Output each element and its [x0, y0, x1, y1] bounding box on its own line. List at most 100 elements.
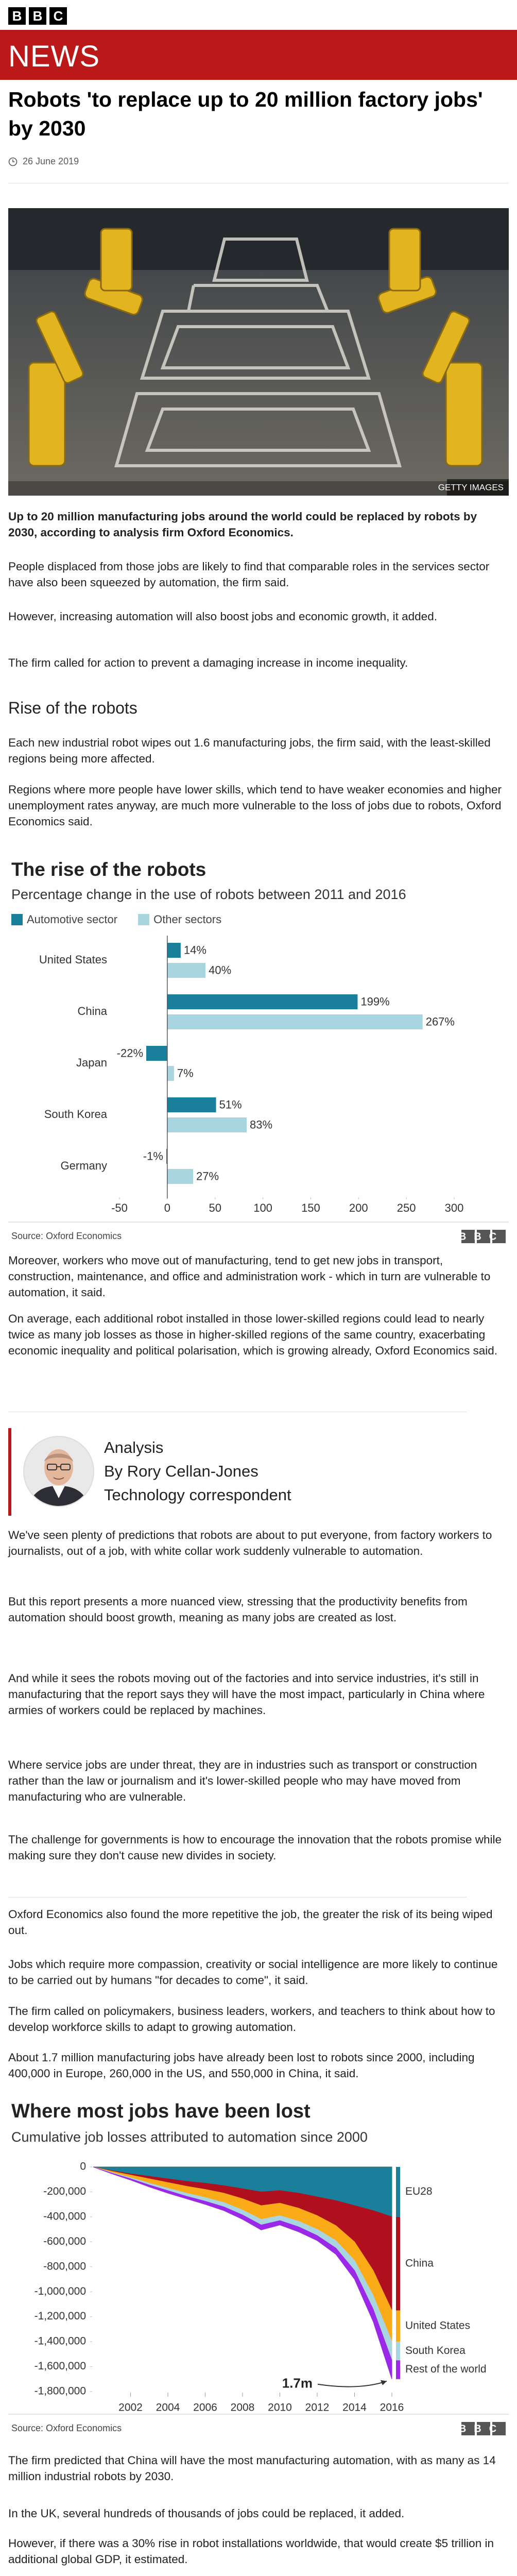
- y-tick-label: -200,000: [43, 2185, 86, 2197]
- x-tick-label: 2004: [156, 2402, 180, 2414]
- hero-image: GETTY IMAGES: [8, 208, 509, 496]
- value-label: 51%: [219, 1098, 242, 1111]
- y-tick-label: -800,000: [43, 2260, 86, 2272]
- annotation: 1.7m: [282, 2376, 313, 2391]
- analysis-paragraph: And while it sees the robots moving out …: [8, 1672, 485, 1717]
- paragraph: Regions where more people have lower ski…: [8, 783, 502, 828]
- x-tick-label: 100: [253, 1201, 272, 1214]
- bar: [167, 1014, 423, 1029]
- chart-source: Source: Oxford Economics: [11, 1231, 122, 1241]
- x-tick-label: 2014: [342, 2402, 367, 2414]
- analysis-box: Analysis By Rory Cellan-Jones Technology…: [8, 1428, 317, 1516]
- analysis-role: Technology correspondent: [104, 1486, 291, 1504]
- end-label: EU28: [405, 2185, 433, 2197]
- y-tick-label: -600,000: [43, 2235, 86, 2247]
- x-tick-label: 2002: [118, 2402, 143, 2414]
- chart-title: The rise of the robots: [11, 859, 206, 880]
- end-label: China: [405, 2257, 434, 2269]
- x-tick-label: 2012: [305, 2402, 330, 2414]
- x-tick-label: 300: [445, 1201, 464, 1214]
- y-tick-label: -1,000,000: [35, 2285, 86, 2297]
- logo-letter: B: [8, 7, 26, 25]
- section-name[interactable]: NEWS: [8, 40, 100, 73]
- end-label: Rest of the world: [405, 2363, 487, 2375]
- value-label: -1%: [143, 1149, 163, 1162]
- annotation-arrow: [317, 2380, 387, 2387]
- paragraph: People displaced from those jobs are lik…: [8, 560, 490, 589]
- logo-block: [492, 1230, 506, 1243]
- analysis-paragraph: Where service jobs are under threat, the…: [8, 1758, 477, 1803]
- paragraph: Moreover, workers who move out of manufa…: [8, 1254, 491, 1299]
- analysis-paragraph: We've seen plenty of predictions that ro…: [8, 1529, 492, 1557]
- subheading: Rise of the robots: [8, 699, 137, 717]
- category-label: China: [78, 1005, 108, 1018]
- logo-block: [492, 2422, 506, 2435]
- bar: [167, 1169, 193, 1184]
- end-label-bar: [396, 2360, 400, 2379]
- headline: Robots 'to replace up to 20 million fact…: [8, 88, 483, 140]
- bar: [167, 1097, 216, 1112]
- chart-source: Source: Oxford Economics: [11, 2423, 122, 2433]
- lead-paragraph: Up to 20 million manufacturing jobs arou…: [8, 510, 477, 539]
- author-photo: [23, 1436, 94, 1507]
- bar: [167, 994, 358, 1009]
- clock-icon: [8, 157, 18, 166]
- end-label-bar: [396, 2310, 400, 2342]
- paragraph: The firm called on policymakers, busines…: [8, 2005, 495, 2033]
- y-tick-label: -1,600,000: [35, 2360, 86, 2372]
- logo-block: [477, 2422, 490, 2435]
- logo-block: [461, 2422, 475, 2435]
- x-tick-label: 2010: [268, 2402, 292, 2414]
- logo-text: BBC: [459, 1231, 504, 1242]
- value-label: 14%: [184, 943, 206, 956]
- x-tick-label: 2006: [193, 2402, 217, 2414]
- bar: [166, 1149, 167, 1164]
- paragraph: The firm predicted that China will have …: [8, 2454, 496, 2483]
- y-tick-label: -1,800,000: [35, 2385, 86, 2397]
- analysis-label: Analysis: [104, 1438, 164, 1456]
- chart-logo: BBC: [459, 2422, 506, 2435]
- news-bar: NEWS: [0, 30, 517, 80]
- y-tick-label: -400,000: [43, 2210, 86, 2222]
- legend-label: Automotive sector: [27, 913, 117, 926]
- x-tick-label: 150: [301, 1201, 320, 1214]
- category-label: Japan: [76, 1056, 107, 1069]
- y-tick-label: -1,400,000: [35, 2335, 86, 2347]
- end-label-bar: [396, 2216, 400, 2311]
- bar: [167, 963, 206, 978]
- image-caption: GETTY IMAGES: [438, 482, 504, 492]
- y-tick-label: -1,200,000: [35, 2310, 86, 2322]
- legend-label: Other sectors: [153, 913, 221, 926]
- bar: [146, 1046, 167, 1061]
- paragraph: However, if there was a 30% rise in robo…: [8, 2537, 494, 2566]
- category-label: South Korea: [44, 1108, 108, 1121]
- end-label: United States: [405, 2319, 470, 2331]
- area-chart: Where most jobs have been lost Cumulative…: [8, 2100, 509, 2435]
- category-label: Germany: [61, 1159, 107, 1172]
- chart-title: Where most jobs have been lost: [11, 2100, 311, 2122]
- x-tick-label: 200: [349, 1201, 368, 1214]
- logo-block: [477, 1230, 490, 1243]
- x-tick-label: 2008: [231, 2402, 255, 2414]
- end-label-bar: [396, 2167, 400, 2217]
- x-tick-label: 50: [209, 1201, 221, 1214]
- area-series: [93, 2166, 392, 2379]
- paragraph: Jobs which require more compassion, crea…: [8, 1958, 498, 1987]
- bar: [167, 1117, 247, 1132]
- x-tick-label: 0: [164, 1201, 170, 1214]
- value-label: 40%: [209, 963, 231, 976]
- date: 26 June 2019: [23, 156, 79, 166]
- logo-text: BBC: [459, 2423, 504, 2434]
- logo-letter: B: [29, 7, 46, 25]
- value-label: -22%: [117, 1046, 143, 1059]
- date-line: 26 June 2019: [8, 156, 79, 167]
- paragraph: On average, each additional robot instal…: [8, 1312, 498, 1357]
- value-label: 83%: [250, 1118, 272, 1131]
- end-label: South Korea: [405, 2345, 466, 2357]
- x-tick-label: 2016: [380, 2402, 404, 2414]
- analysis-byline: By Rory Cellan-Jones: [104, 1462, 258, 1480]
- logo-letter: C: [49, 7, 67, 25]
- value-label: 7%: [177, 1066, 194, 1079]
